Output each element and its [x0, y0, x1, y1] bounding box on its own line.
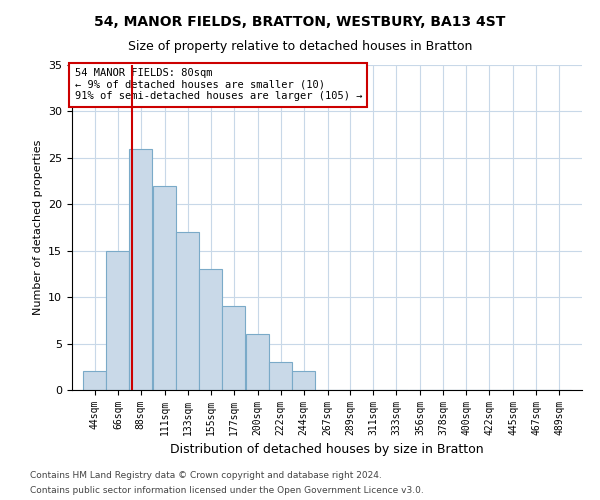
Bar — [176, 232, 199, 390]
Bar — [269, 362, 292, 390]
Bar — [130, 148, 152, 390]
Y-axis label: Number of detached properties: Number of detached properties — [32, 140, 43, 315]
Text: Contains HM Land Registry data © Crown copyright and database right 2024.: Contains HM Land Registry data © Crown c… — [30, 471, 382, 480]
Bar — [106, 250, 130, 390]
Text: Contains public sector information licensed under the Open Government Licence v3: Contains public sector information licen… — [30, 486, 424, 495]
Bar — [222, 306, 245, 390]
Text: Size of property relative to detached houses in Bratton: Size of property relative to detached ho… — [128, 40, 472, 53]
Text: 54, MANOR FIELDS, BRATTON, WESTBURY, BA13 4ST: 54, MANOR FIELDS, BRATTON, WESTBURY, BA1… — [94, 15, 506, 29]
Bar — [154, 186, 176, 390]
Bar — [199, 270, 222, 390]
X-axis label: Distribution of detached houses by size in Bratton: Distribution of detached houses by size … — [170, 444, 484, 456]
Text: 54 MANOR FIELDS: 80sqm
← 9% of detached houses are smaller (10)
91% of semi-deta: 54 MANOR FIELDS: 80sqm ← 9% of detached … — [74, 68, 362, 102]
Bar — [83, 372, 106, 390]
Bar — [246, 334, 269, 390]
Bar — [292, 372, 315, 390]
